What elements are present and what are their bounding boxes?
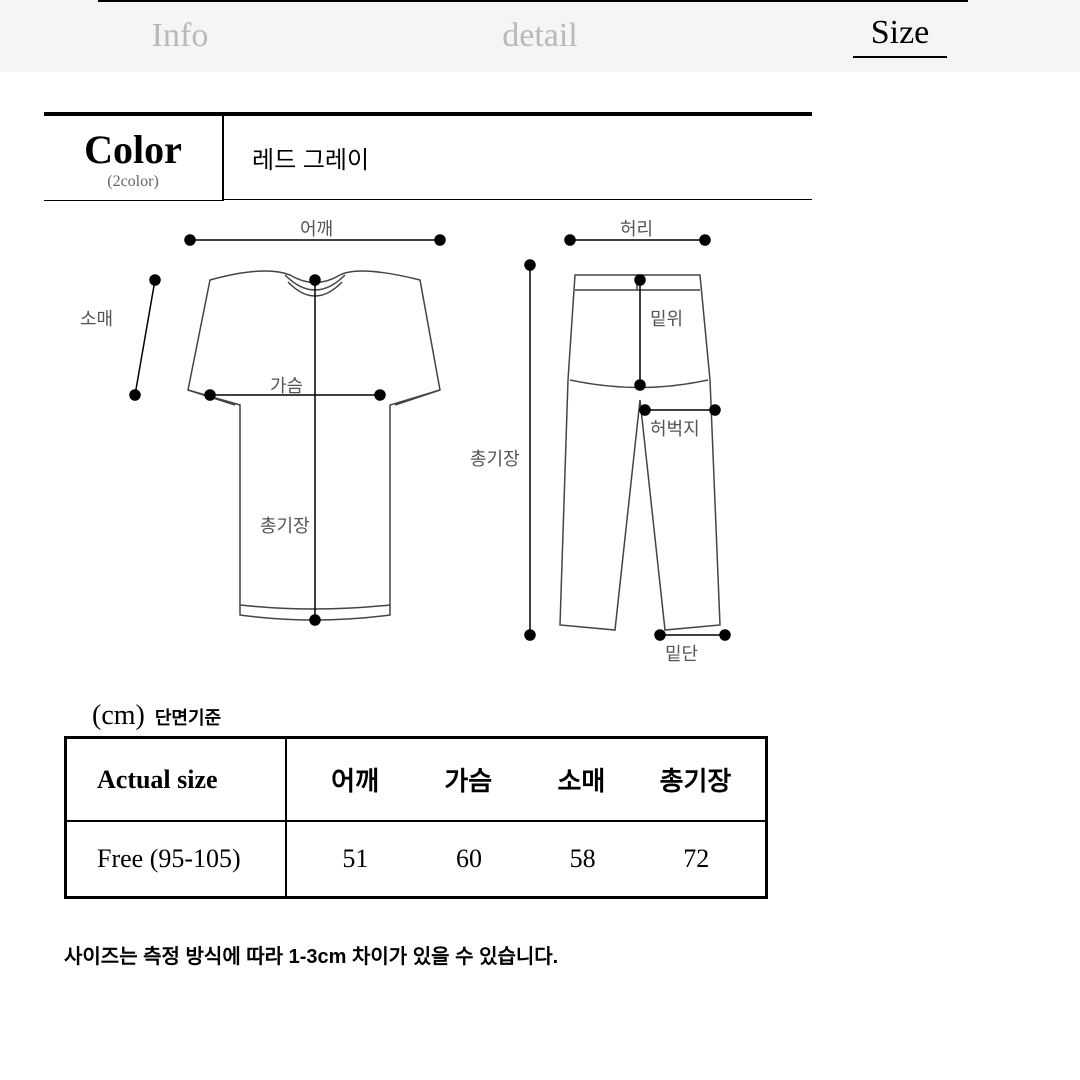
col-2: 소매: [546, 761, 616, 798]
color-values: 레드 그레이: [224, 116, 812, 200]
unit-row: (cm) 단면기준: [92, 700, 221, 732]
col-1: 가슴: [433, 761, 503, 798]
label-rise: 밑위: [650, 309, 683, 329]
col-3: 총기장: [660, 761, 732, 798]
tab-detail[interactable]: detail: [360, 17, 720, 55]
shirt-outline: [188, 271, 440, 620]
color-label-underline: [44, 200, 224, 201]
row-0-label: Free (95-105): [66, 821, 286, 898]
label-pants-length: 총기장: [470, 449, 520, 469]
val-0-1: 60: [434, 844, 504, 874]
unit-cm: (cm): [92, 700, 145, 732]
label-sleeve: 소매: [80, 309, 113, 329]
label-waist: 허리: [620, 220, 653, 239]
label-shoulder: 어깨: [300, 220, 333, 239]
col-0: 어깨: [320, 761, 390, 798]
label-thigh: 허벅지: [650, 419, 700, 439]
unit-note: 단면기준: [155, 704, 221, 730]
table-row: Free (95-105) 51 60 58 72: [66, 821, 767, 898]
color-sublabel: (2color): [44, 173, 222, 191]
label-shirt-length: 총기장: [260, 516, 310, 536]
tab-active-underline: [853, 56, 947, 58]
size-table: Actual size 어깨 가슴 소매 총기장 Free (95-105) 5…: [64, 736, 768, 899]
label-chest: 가슴: [270, 376, 303, 396]
val-0-2: 58: [548, 844, 618, 874]
label-hem: 밑단: [665, 644, 698, 664]
color-label-cell: Color (2color): [44, 116, 224, 200]
tab-info-label: Info: [152, 17, 209, 54]
tab-info[interactable]: Info: [0, 17, 360, 55]
color-row: Color (2color) 레드 그레이: [44, 116, 812, 200]
size-diagram: 어깨 소매 가슴 총기장: [60, 220, 780, 670]
table-header-label: Actual size: [66, 738, 286, 822]
val-0-0: 51: [320, 844, 390, 874]
top-divider: [98, 0, 968, 2]
table-header-columns: 어깨 가슴 소매 총기장: [286, 738, 767, 822]
tab-size[interactable]: Size: [720, 14, 1080, 58]
row-0-values: 51 60 58 72: [286, 821, 767, 898]
footnote: 사이즈는 측정 방식에 따라 1-3cm 차이가 있을 수 있습니다.: [64, 940, 558, 969]
color-label: Color: [44, 126, 222, 173]
tab-size-label: Size: [871, 14, 930, 51]
val-0-3: 72: [661, 844, 731, 874]
tab-bar: Info detail Size: [0, 0, 1080, 72]
tab-detail-label: detail: [502, 17, 578, 54]
table-header-row: Actual size 어깨 가슴 소매 총기장: [66, 738, 767, 822]
